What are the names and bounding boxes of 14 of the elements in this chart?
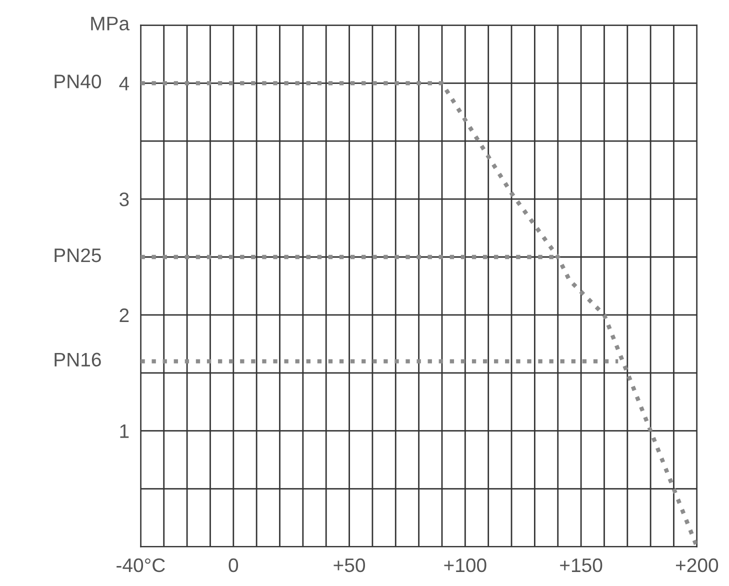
x-tick-label: +200 [676, 558, 718, 572]
x-tick-label: +100 [444, 558, 486, 572]
text: PN25 [54, 248, 101, 262]
y-axis-title: MPa [91, 16, 130, 30]
y-tick-label: 2 [120, 308, 129, 322]
x-tick-label: +50 [334, 558, 366, 572]
y-tick-label: 4 [119, 76, 130, 90]
x-tick-label: +150 [560, 558, 602, 572]
x-tick-label: -40°C [116, 558, 165, 572]
text: PN40 [54, 74, 101, 88]
y-tick-label: 1 [120, 424, 129, 438]
y-tick-label: 3 [120, 192, 129, 206]
text: PN16 [54, 352, 101, 367]
x-tick-label: 0 [228, 558, 238, 572]
